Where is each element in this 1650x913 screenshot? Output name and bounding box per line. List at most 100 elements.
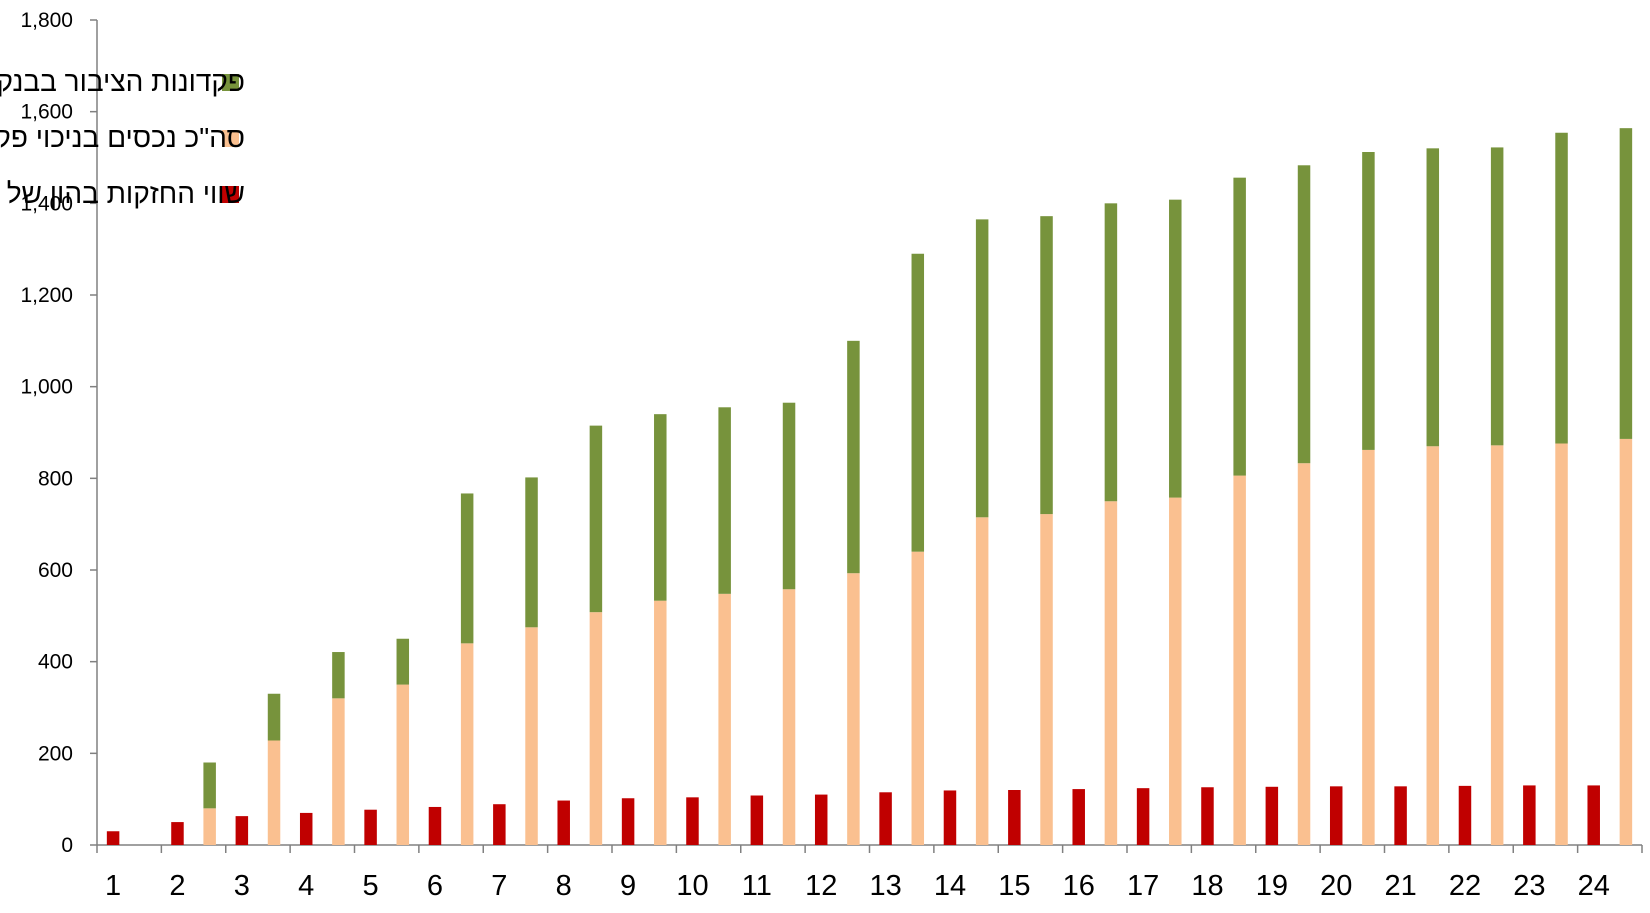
bar-assets-net bbox=[1297, 463, 1311, 845]
bar-assets-net bbox=[1426, 446, 1440, 845]
x-tick-label: 7 bbox=[491, 870, 507, 902]
y-axis: 0 200 400 600 800 1,000 1,200 1,400 1,600 1,800 bbox=[20, 9, 98, 857]
x-tick-label: 8 bbox=[556, 870, 572, 902]
bar-control-holdings bbox=[1394, 786, 1407, 845]
bar-public-deposits bbox=[203, 762, 216, 809]
x-tick-label: 6 bbox=[427, 870, 443, 902]
bar-public-deposits bbox=[267, 693, 281, 741]
bar-public-deposits bbox=[1297, 165, 1311, 464]
legend: פקדונות הציבור בבנקים סה"כ נכסים בניכוי פ… bbox=[0, 66, 245, 209]
bar-public-deposits bbox=[1426, 148, 1440, 447]
bar-public-deposits bbox=[1619, 128, 1633, 439]
x-tick-label: 22 bbox=[1449, 870, 1481, 902]
bar-control-holdings bbox=[1265, 786, 1279, 845]
x-tick-label: 20 bbox=[1320, 870, 1352, 902]
bar-assets-net bbox=[396, 684, 410, 845]
bar-control-holdings bbox=[750, 795, 764, 845]
bar-public-deposits bbox=[718, 407, 731, 594]
bar-public-deposits bbox=[1555, 132, 1568, 444]
bar-control-holdings bbox=[686, 797, 699, 845]
bar-assets-net bbox=[203, 808, 216, 845]
bar-control-holdings bbox=[171, 822, 184, 845]
bar-control-holdings bbox=[1201, 787, 1214, 845]
bar-assets-net bbox=[1555, 443, 1568, 845]
x-tick-label: 1 bbox=[105, 870, 121, 902]
bar-assets-net bbox=[267, 740, 281, 845]
y-tick-label: 0 bbox=[61, 834, 73, 857]
y-tick-label: 1,400 bbox=[20, 192, 73, 215]
x-tick-label: 9 bbox=[620, 870, 636, 902]
bar-assets-net bbox=[460, 643, 474, 845]
bar-control-holdings bbox=[557, 800, 570, 845]
bar-public-deposits bbox=[911, 253, 925, 552]
y-tick-label: 200 bbox=[38, 742, 73, 765]
bar-public-deposits bbox=[332, 652, 345, 699]
bar-control-holdings bbox=[1458, 785, 1472, 845]
bar-control-holdings bbox=[428, 806, 442, 845]
legend-swatch bbox=[222, 74, 239, 91]
y-tick-label: 400 bbox=[38, 651, 73, 674]
x-tick-label: 5 bbox=[363, 870, 379, 902]
bar-control-holdings bbox=[943, 790, 957, 845]
bar-control-holdings bbox=[1587, 785, 1600, 845]
y-tick-label: 800 bbox=[38, 467, 73, 490]
bar-assets-net bbox=[911, 551, 925, 845]
bar-control-holdings bbox=[1329, 786, 1343, 845]
bar-control-holdings bbox=[621, 798, 635, 845]
bar-public-deposits bbox=[1040, 216, 1053, 515]
bar-public-deposits bbox=[1362, 152, 1375, 450]
bar-assets-net bbox=[589, 612, 603, 845]
bar-control-holdings bbox=[493, 804, 506, 845]
x-tick-label: 10 bbox=[676, 870, 708, 902]
bar-control-holdings bbox=[299, 812, 313, 845]
x-tick-label: 12 bbox=[805, 870, 837, 902]
bar-assets-net bbox=[1619, 438, 1633, 845]
bar-control-holdings bbox=[1136, 788, 1150, 845]
x-tick-label: 2 bbox=[169, 870, 185, 902]
bar-control-holdings bbox=[814, 794, 828, 845]
bar-public-deposits bbox=[654, 414, 667, 601]
x-tick-label: 13 bbox=[869, 870, 901, 902]
y-tick-label: 1,600 bbox=[20, 101, 73, 124]
bar-assets-net bbox=[1104, 501, 1118, 845]
x-axis: 1 2 3 4 5 6 7 8 9 10 11 12 13 14 15 16 17 18 19 20 21 22 23 24 bbox=[96, 844, 1643, 902]
bar-public-deposits bbox=[396, 638, 410, 685]
legend-label: פקדונות הציבור בבנקים bbox=[0, 66, 245, 97]
bar-public-deposits bbox=[1104, 203, 1118, 502]
bar-assets-net bbox=[782, 589, 796, 845]
bar-assets-net bbox=[1490, 445, 1504, 845]
legend-swatch bbox=[222, 186, 239, 203]
bar-public-deposits bbox=[1233, 177, 1246, 476]
bar-control-holdings bbox=[235, 816, 249, 845]
x-tick-label: 16 bbox=[1063, 870, 1095, 902]
x-tick-label: 17 bbox=[1127, 870, 1159, 902]
bar-assets-net bbox=[975, 517, 989, 845]
y-tick-label: 1,800 bbox=[20, 9, 73, 32]
bar-public-deposits bbox=[589, 425, 603, 613]
bar-public-deposits bbox=[525, 477, 538, 628]
bar-assets-net bbox=[1169, 497, 1182, 845]
x-tick-label: 3 bbox=[234, 870, 250, 902]
x-tick-label: 23 bbox=[1513, 870, 1545, 902]
x-tick-label: 18 bbox=[1191, 870, 1223, 902]
bar-control-holdings bbox=[106, 831, 120, 845]
y-tick-label: 1,200 bbox=[20, 284, 73, 307]
bar-assets-net bbox=[1233, 475, 1246, 845]
legend-label: שווי החזקות בהון של כלל בעלי השליטה bbox=[0, 178, 245, 209]
x-tick-label: 15 bbox=[998, 870, 1030, 902]
bar-control-holdings bbox=[1008, 790, 1021, 845]
x-tick-label: 19 bbox=[1256, 870, 1288, 902]
bar-public-deposits bbox=[847, 340, 860, 574]
bar-assets-net bbox=[1040, 514, 1053, 845]
bar-assets-net bbox=[1362, 449, 1375, 845]
bar-control-holdings bbox=[1072, 789, 1085, 845]
bar-public-deposits bbox=[782, 402, 796, 590]
y-tick-label: 1,000 bbox=[20, 376, 73, 399]
bar-control-holdings bbox=[1523, 785, 1536, 845]
x-tick-label: 14 bbox=[934, 870, 966, 902]
x-tick-label: 11 bbox=[742, 870, 772, 902]
bar-assets-net bbox=[718, 593, 731, 845]
bar-public-deposits bbox=[1490, 147, 1504, 446]
x-tick-label: 21 bbox=[1384, 870, 1416, 902]
